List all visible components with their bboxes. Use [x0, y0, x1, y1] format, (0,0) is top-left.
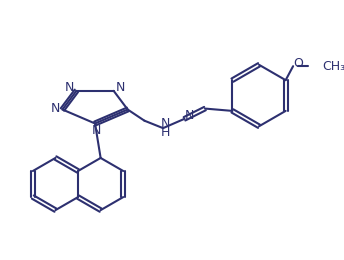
- Text: N: N: [161, 117, 171, 130]
- Text: N: N: [50, 102, 60, 115]
- Text: O: O: [293, 57, 303, 70]
- Text: N: N: [184, 109, 194, 122]
- Text: CH₃: CH₃: [322, 60, 344, 73]
- Text: N: N: [91, 125, 101, 138]
- Text: N: N: [116, 81, 125, 94]
- Text: N: N: [65, 81, 75, 94]
- Text: H: H: [161, 126, 171, 139]
